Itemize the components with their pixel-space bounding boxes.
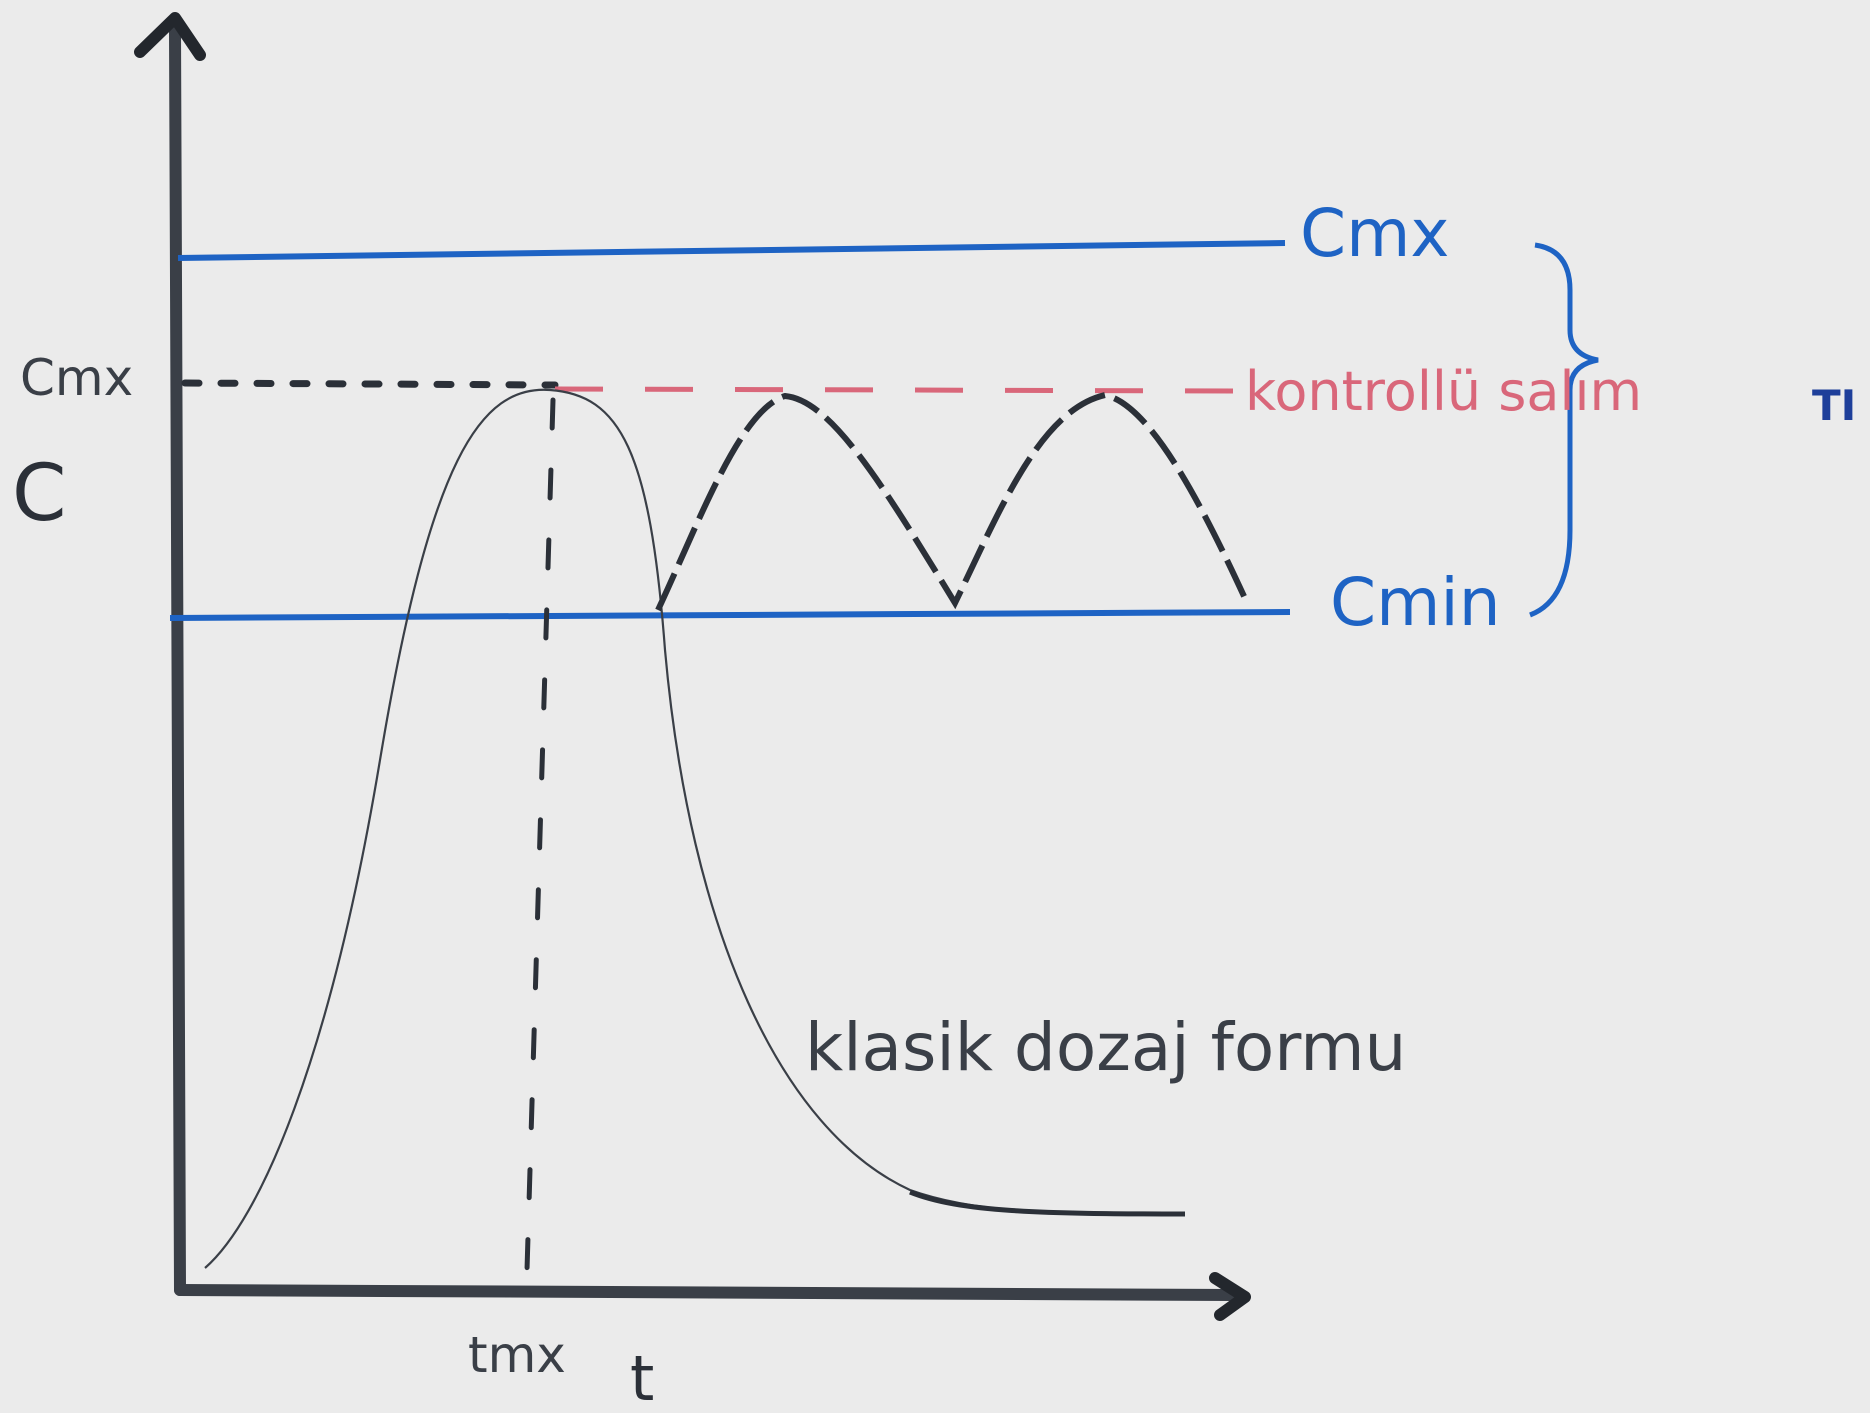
controlled-release-label: kontrollü salım	[1245, 360, 1642, 423]
x-axis	[174, 1284, 1241, 1301]
c-max-line-label: Cmx	[1300, 195, 1449, 272]
controlled-release-line	[554, 386, 1241, 394]
c-max-line	[177, 240, 1286, 261]
c-min-line	[169, 609, 1291, 621]
classic-curve-tail	[909, 1189, 1186, 1217]
classic-dosage-label: klasik dozaj formu	[805, 1009, 1406, 1086]
x-axis-label: t	[630, 1342, 654, 1413]
c-peak-dashed-line	[181, 379, 559, 389]
c-min-line-label: Cmin	[1330, 564, 1501, 641]
therapeutic-index-label: TI	[1812, 381, 1856, 430]
y-axis-arrowhead	[134, 12, 206, 61]
x-axis-arrowhead	[1209, 1272, 1251, 1321]
c-peak-label: Cmx	[20, 349, 133, 407]
y-axis	[169, 24, 186, 1296]
y-axis-label: C	[12, 449, 66, 539]
t-peak-dashed-line	[524, 397, 556, 1273]
controlled-release-curve	[655, 391, 1251, 612]
classic-dosage-curve	[204, 388, 1186, 1269]
therapeutic-index-brace	[1529, 242, 1599, 618]
t-peak-label: tmx	[468, 1326, 566, 1384]
